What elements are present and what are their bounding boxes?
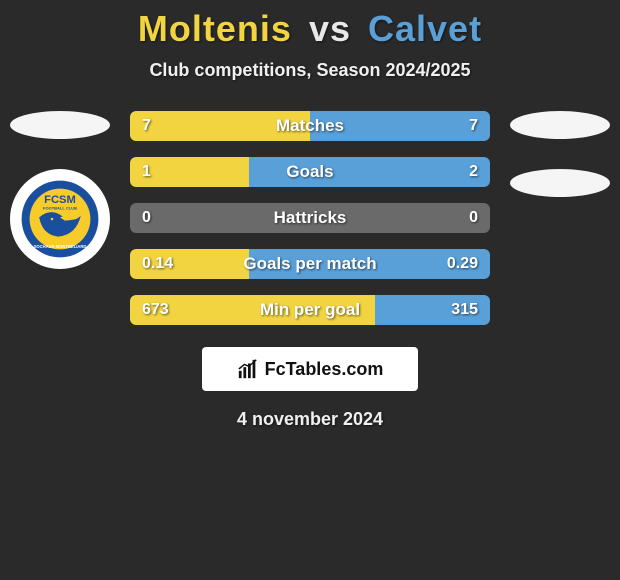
stats-bars: 77Matches 12Goals 00Hattricks 0.140.29Goals… [130, 111, 490, 325]
player1-club-badge: FCSM FOOTBALL CLUB SOCHAUX-MONTBÉLIARD [10, 169, 110, 269]
stat-row: 673315Min per goal [130, 295, 490, 325]
bar-fill-left [130, 111, 310, 141]
bar-fill-left [130, 295, 375, 325]
comparison-title: Moltenis vs Calvet [0, 0, 620, 50]
player2-name: Calvet [368, 8, 482, 49]
left-side-column: FCSM FOOTBALL CLUB SOCHAUX-MONTBÉLIARD [0, 111, 120, 269]
stat-row: 12Goals [130, 157, 490, 187]
bar-fill-right [375, 295, 490, 325]
player2-club-placeholder [510, 169, 610, 197]
stat-row: 77Matches [130, 111, 490, 141]
bar-fill-left [130, 249, 249, 279]
stat-row: 00Hattricks [130, 203, 490, 233]
svg-text:FOOTBALL CLUB: FOOTBALL CLUB [43, 205, 77, 210]
subtitle: Club competitions, Season 2024/2025 [0, 60, 620, 81]
player2-photo-placeholder [510, 111, 610, 139]
source-brand-text: FcTables.com [265, 359, 384, 380]
bar-fill-right [249, 249, 490, 279]
content-area: FCSM FOOTBALL CLUB SOCHAUX-MONTBÉLIARD 7… [0, 111, 620, 325]
bar-background [130, 203, 490, 233]
right-side-column [500, 111, 620, 197]
bar-fill-left [130, 157, 249, 187]
chart-icon [237, 358, 259, 380]
club-badge-icon: FCSM FOOTBALL CLUB SOCHAUX-MONTBÉLIARD [20, 179, 100, 259]
source-badge: FcTables.com [202, 347, 418, 391]
bar-fill-right [249, 157, 490, 187]
stat-row: 0.140.29Goals per match [130, 249, 490, 279]
svg-text:SOCHAUX-MONTBÉLIARD: SOCHAUX-MONTBÉLIARD [34, 244, 87, 249]
player1-photo-placeholder [10, 111, 110, 139]
bar-fill-right [310, 111, 490, 141]
infographic-date: 4 november 2024 [0, 409, 620, 430]
svg-text:FCSM: FCSM [44, 194, 76, 206]
title-vs: vs [309, 8, 351, 49]
player1-name: Moltenis [138, 8, 292, 49]
